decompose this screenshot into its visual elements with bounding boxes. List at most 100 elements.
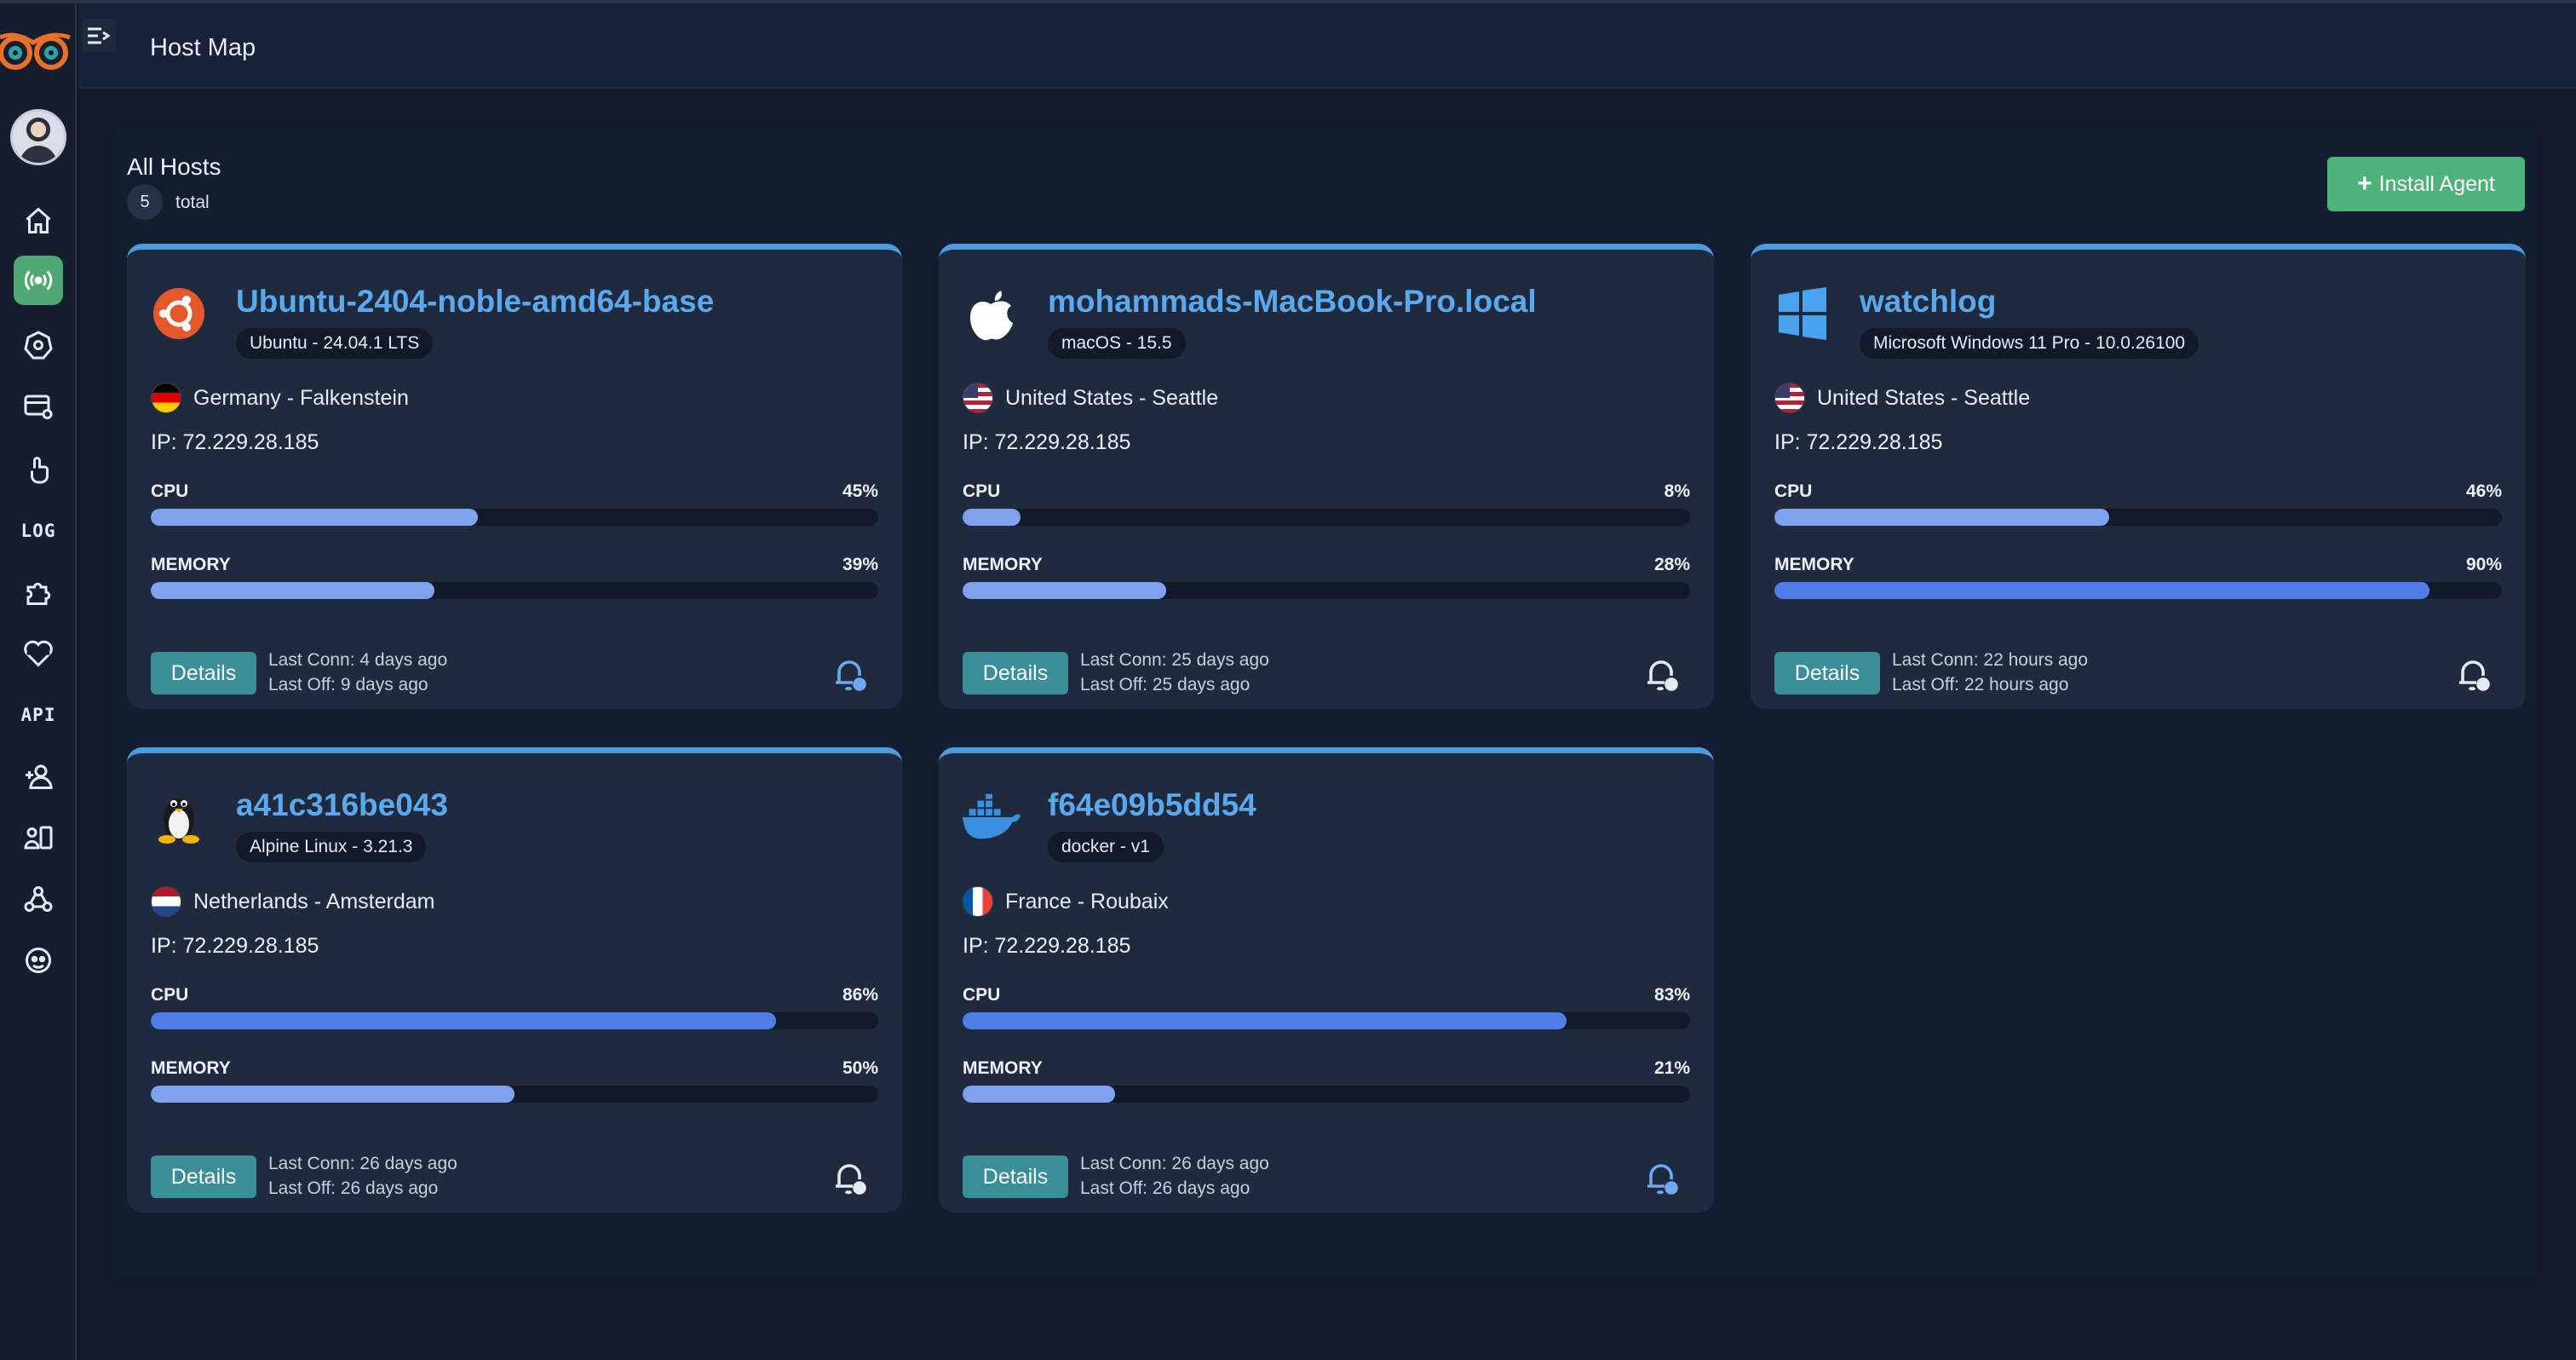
last-off: Last Off: 9 days ago — [268, 675, 428, 694]
alert-settings-icon[interactable] — [1641, 1157, 1682, 1198]
netherlands-flag-icon — [151, 886, 181, 917]
cpu-label: CPU — [963, 985, 1001, 1005]
os-badge: macOS - 15.5 — [1048, 328, 1186, 359]
install-agent-label: Install Agent — [2378, 171, 2495, 196]
cpu-label: CPU — [963, 481, 1001, 501]
memory-bar — [963, 1086, 1690, 1103]
hosts-count-badge: 5 — [127, 184, 163, 220]
details-button[interactable]: Details — [963, 1155, 1068, 1198]
details-button[interactable]: Details — [151, 1155, 256, 1198]
cpu-bar — [1774, 509, 2502, 526]
memory-bar-fill — [151, 1086, 515, 1103]
sidebar-item-webhooks[interactable] — [14, 874, 63, 924]
cpu-label: CPU — [151, 985, 189, 1005]
last-off: Last Off: 22 hours ago — [1892, 675, 2069, 694]
host-card: mohammads-MacBook-Pro.local macOS - 15.5… — [939, 244, 1714, 709]
cpu-bar — [151, 509, 878, 526]
cpu-value: 45% — [842, 481, 878, 501]
sidebar-item-health[interactable] — [14, 629, 63, 678]
alert-settings-icon[interactable] — [829, 1157, 870, 1198]
last-conn: Last Conn: 26 days ago — [1080, 1154, 1269, 1173]
cpu-value: 46% — [2465, 481, 2502, 501]
germany-flag-icon — [151, 383, 181, 413]
cpu-bar — [963, 1012, 1690, 1029]
cpu-bar-fill — [963, 1012, 1567, 1029]
sidebar-item-add-user[interactable] — [14, 752, 63, 801]
sidebar-item-plugins[interactable] — [14, 568, 63, 617]
os-badge: Alpine Linux - 3.21.3 — [236, 832, 427, 862]
os-badge: docker - v1 — [1048, 832, 1164, 862]
host-name[interactable]: Ubuntu-2404-noble-amd64-base — [236, 284, 715, 319]
host-ip: IP: 72.229.28.185 — [151, 934, 319, 958]
host-location: United States - Seattle — [1817, 386, 2031, 410]
host-name[interactable]: f64e09b5dd54 — [1048, 787, 1256, 822]
cpu-bar-fill — [1774, 509, 2109, 526]
memory-value: 39% — [842, 555, 878, 574]
os-badge: Ubuntu - 24.04.1 LTS — [236, 328, 434, 359]
support-icon — [26, 948, 51, 973]
section-title: All Hosts — [127, 153, 221, 180]
sidebar-toggle-button[interactable] — [82, 19, 116, 53]
kubernetes-icon — [24, 331, 53, 360]
windows-icon — [1773, 284, 1832, 343]
sidebar-item-support[interactable] — [14, 936, 63, 985]
host-ip: IP: 72.229.28.185 — [1774, 430, 1943, 454]
window-top-border — [0, 0, 2576, 3]
alert-settings-icon[interactable] — [2452, 654, 2493, 694]
last-off: Last Off: 26 days ago — [1080, 1178, 1251, 1198]
top-header: Host Map — [78, 3, 2576, 89]
details-button[interactable]: Details — [151, 652, 256, 694]
details-button[interactable]: Details — [963, 652, 1068, 694]
memory-bar-fill — [151, 582, 435, 599]
alert-settings-icon[interactable] — [829, 654, 870, 694]
host-card: f64e09b5dd54 docker - v1 France - Roubai… — [939, 747, 1714, 1213]
memory-bar-fill — [1774, 582, 2429, 599]
cpu-bar — [963, 509, 1690, 526]
memory-bar-fill — [963, 582, 1167, 599]
avatar[interactable] — [10, 109, 66, 165]
last-conn: Last Conn: 26 days ago — [268, 1154, 457, 1173]
memory-bar — [151, 582, 878, 599]
cpu-value: 83% — [1653, 985, 1690, 1005]
us-flag-icon — [1774, 383, 1805, 413]
sidebar-item-server-settings[interactable] — [14, 382, 63, 431]
sidebar-item-api[interactable]: API — [14, 690, 63, 740]
host-name[interactable]: a41c316be043 — [236, 787, 448, 822]
host-ip: IP: 72.229.28.185 — [963, 934, 1131, 958]
hosts-panel: All Hosts 5 total + Install Agent Ubuntu… — [112, 128, 2539, 1278]
host-location: United States - Seattle — [1005, 386, 1219, 410]
install-agent-button[interactable]: + Install Agent — [2327, 157, 2525, 211]
memory-bar-fill — [963, 1086, 1116, 1103]
host-location: Germany - Falkenstein — [193, 386, 409, 410]
sidebar-item-kubernetes[interactable] — [14, 320, 63, 370]
cpu-bar-fill — [963, 509, 1021, 526]
memory-value: 28% — [1653, 555, 1690, 574]
touch-icon — [31, 457, 49, 484]
cpu-value: 8% — [1664, 481, 1690, 501]
memory-label: MEMORY — [151, 1058, 231, 1078]
sidebar-item-log[interactable]: LOG — [14, 506, 63, 556]
cpu-label: CPU — [151, 481, 189, 501]
memory-bar — [1774, 582, 2502, 599]
memory-label: MEMORY — [963, 1058, 1043, 1078]
os-badge: Microsoft Windows 11 Pro - 10.0.26100 — [1860, 328, 2199, 359]
memory-label: MEMORY — [151, 555, 231, 574]
alert-settings-icon[interactable] — [1641, 654, 1682, 694]
menu-collapse-icon — [88, 27, 111, 44]
host-name[interactable]: mohammads-MacBook-Pro.local — [1048, 284, 1537, 319]
memory-value: 50% — [842, 1058, 878, 1078]
owl-logo-icon[interactable] — [0, 26, 77, 77]
host-location: Netherlands - Amsterdam — [193, 890, 435, 913]
home-icon — [26, 207, 51, 233]
cpu-value: 86% — [842, 985, 878, 1005]
sidebar: LOG API — [0, 3, 77, 1360]
sidebar-item-touch[interactable] — [14, 445, 63, 494]
sidebar-item-home[interactable] — [14, 196, 63, 245]
cpu-bar-fill — [151, 1012, 777, 1029]
last-conn: Last Conn: 4 days ago — [268, 650, 448, 670]
ubuntu-icon — [149, 284, 209, 343]
sidebar-item-host-map[interactable] — [14, 256, 63, 305]
host-name[interactable]: watchlog — [1860, 284, 1997, 319]
sidebar-item-user-directory[interactable] — [14, 813, 63, 862]
details-button[interactable]: Details — [1774, 652, 1880, 694]
